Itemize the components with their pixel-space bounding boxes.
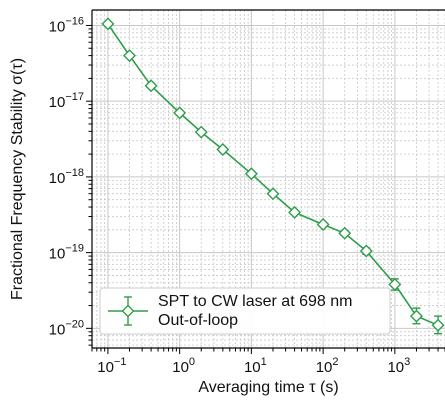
legend-entry-text: Out-of-loop [158,312,238,329]
data-point [431,315,445,335]
data-point [388,277,402,291]
diamond-marker [194,125,208,139]
data-point [338,226,352,240]
x-axis-label: Averaging time τ (s) [198,379,338,396]
diamond-marker [316,218,330,232]
diamond-marker [359,244,373,258]
legend-marker [121,304,135,318]
y-tick-label: 10−19 [49,243,84,263]
diamond-marker [338,226,352,240]
y-tick-label: 10−16 [49,15,84,35]
diamond-marker [144,79,158,93]
ticks: 10−1 100 101 102 103 10−16 10−17 10−18 10−19 10−2… [49,15,445,376]
diamond-marker [244,167,258,181]
diamond-marker [173,106,187,120]
data-point [216,143,230,156]
x-tick-label: 103 [387,356,410,376]
data-point [101,17,115,31]
x-tick-label: 102 [316,356,339,376]
y-tick-label: 10−17 [49,91,84,111]
diamond-marker [431,318,445,332]
legend-entry-text: SPT to CW laser at 698 nm [158,293,352,310]
x-tick-label: 101 [244,356,267,376]
x-tick-label: 100 [172,356,195,376]
data-point [359,244,373,258]
y-tick-label: 10−20 [49,318,84,338]
data-point [173,106,187,120]
data-point [316,218,330,232]
series-plot [101,17,445,335]
diamond-marker [388,277,402,291]
diamond-marker [101,17,115,31]
diamond-marker [288,205,302,219]
data-point [194,125,208,139]
legend: SPT to CW laser at 698 nm Out-of-loop [99,287,391,335]
data-point [266,187,280,201]
diamond-marker [123,49,136,63]
data-point [409,307,423,325]
legend-box [99,287,391,335]
data-point [244,167,258,181]
diamond-marker [216,143,230,156]
data-point [288,205,302,219]
y-tick-label: 10−18 [49,167,84,187]
diamond-marker [409,309,423,323]
x-tick-label: 10−1 [97,356,126,376]
data-point [144,79,158,93]
data-point [123,49,136,63]
diamond-marker [266,187,280,201]
y-axis-label: Fractional Frequency Stability σ(τ) [9,58,26,300]
